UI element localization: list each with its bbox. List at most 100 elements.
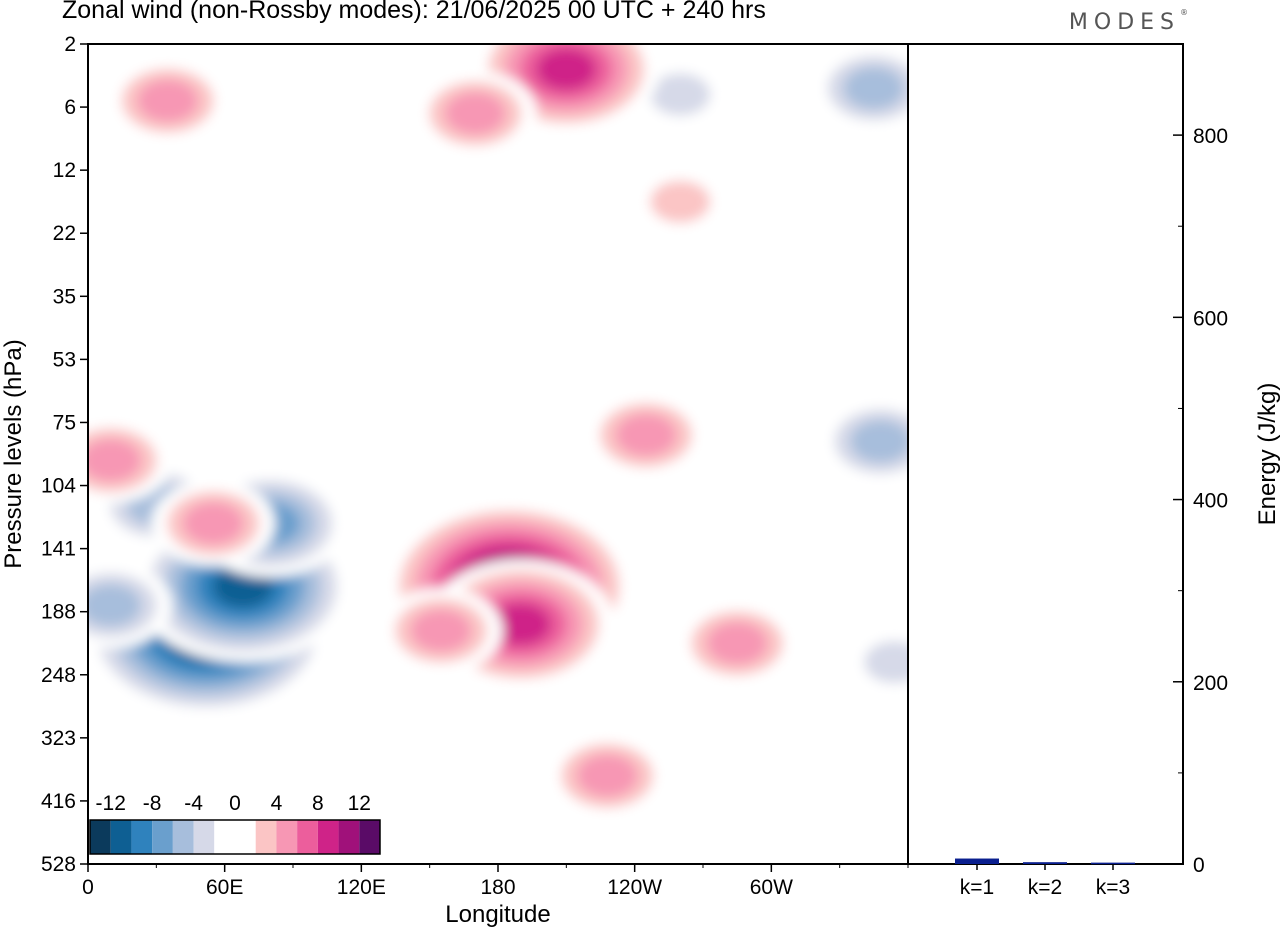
colorbar-cell	[193, 820, 215, 854]
contour-band	[707, 622, 768, 665]
contour-band	[445, 92, 506, 135]
x-tick-label: 180	[480, 876, 515, 899]
contour-band	[536, 48, 597, 91]
colorbar-cell	[255, 820, 277, 854]
colorbar-cell	[317, 820, 339, 854]
contour-feature	[584, 392, 709, 479]
heatmap-field	[88, 44, 908, 864]
contour-band	[103, 180, 164, 223]
y-tick-label: 35	[53, 285, 76, 308]
colorbar-label: -4	[184, 792, 203, 815]
colorbar-cell	[172, 820, 194, 854]
y-tick-label: 75	[53, 411, 76, 434]
contour-feature	[105, 57, 230, 144]
colorbar-cell	[297, 820, 318, 854]
contour-feature	[103, 180, 164, 223]
contour-band	[137, 79, 198, 122]
energy-bar-label: k=2	[1028, 876, 1062, 899]
energy-tick-label: 0	[1193, 854, 1205, 877]
colorbar-cell	[235, 820, 256, 854]
x-tick-label: 120E	[337, 876, 386, 899]
x-tick-label: 60W	[750, 876, 793, 899]
x-tick-label: 60E	[206, 876, 243, 899]
colorbar-label: -8	[143, 792, 162, 815]
heatmap-axes: 0 60E 120E 180 120W 60W 2 6 12 22 35 53 75 104 141 188 2…	[41, 33, 909, 899]
energy-bar-label: k=1	[960, 876, 994, 899]
contour-feature	[445, 149, 506, 192]
contour-band	[422, 811, 483, 854]
colorbar-cell	[214, 820, 235, 854]
contour-band	[88, 439, 141, 482]
contour-band	[577, 754, 638, 797]
contour-band	[850, 420, 908, 463]
contour-feature	[379, 587, 504, 674]
energy-bar-label: k=3	[1096, 876, 1130, 899]
colorbar-cell	[338, 820, 360, 854]
colorbar-cell	[276, 820, 298, 854]
energy-bar	[1091, 862, 1135, 865]
contour-feature	[413, 70, 538, 157]
energy-bar	[1023, 862, 1067, 864]
colorbar-cell	[110, 820, 132, 854]
contour-feature	[88, 417, 173, 504]
colorbar-label: 12	[348, 792, 371, 815]
contour-feature	[472, 44, 661, 135]
brand-logo: MODES®	[1068, 8, 1188, 35]
contour-band	[843, 67, 904, 110]
contour-feature	[811, 45, 908, 132]
energy-tick-label: 600	[1193, 307, 1228, 330]
x-axis-title: Longitude	[445, 901, 550, 928]
y-tick-label: 22	[53, 222, 76, 245]
y-tick-label: 528	[41, 853, 76, 876]
y-tick-label: 104	[41, 475, 76, 498]
energy-axes: 0 200 400 600 800	[976, 125, 1228, 877]
contour-band	[650, 180, 711, 223]
contour-feature	[634, 62, 727, 127]
contour-feature	[818, 398, 908, 485]
contour-band	[616, 414, 677, 457]
contour-feature	[151, 480, 276, 567]
colorbar-cell	[131, 820, 153, 854]
y-tick-label: 53	[53, 348, 76, 371]
contour-feature	[319, 685, 380, 728]
colorbar-cell	[359, 820, 380, 854]
energy-tick-label: 200	[1193, 672, 1228, 695]
heatmap-contours	[88, 44, 908, 864]
contour-band	[445, 149, 506, 192]
y-tick-label: 6	[64, 96, 76, 119]
y-axis-title: Pressure levels (hPa)	[0, 339, 27, 568]
energy-tick-label: 800	[1193, 125, 1228, 148]
contour-feature	[545, 732, 670, 819]
contour-band	[183, 502, 244, 545]
x-tick-label: 0	[82, 876, 94, 899]
contour-band	[319, 685, 380, 728]
y-tick-label: 188	[41, 601, 76, 624]
colorbar-frame	[89, 819, 381, 855]
energy-plot-frame	[907, 43, 1184, 865]
colorbar-label: -12	[96, 792, 126, 815]
contour-band	[864, 641, 908, 684]
contour-feature	[675, 600, 800, 687]
y-tick-label: 12	[53, 159, 76, 182]
contour-band	[490, 603, 551, 646]
contour-feature	[634, 169, 727, 234]
y-tick-label: 323	[41, 727, 76, 750]
chart-title: Zonal wind (non-Rossby modes): 21/06/202…	[62, 0, 766, 24]
colorbar: -12 -8 -4 0 4 8 12	[89, 792, 381, 855]
y-tick-label: 416	[41, 790, 76, 813]
energy-axis-title: Energy (J/kg)	[1254, 383, 1280, 526]
contour-feature	[422, 811, 483, 854]
x-tick-label: 120W	[607, 876, 662, 899]
energy-tick-label: 400	[1193, 490, 1228, 513]
contour-feature	[848, 630, 908, 695]
contour-band	[88, 584, 141, 627]
colorbar-label: 8	[312, 792, 324, 815]
energy-bar	[955, 858, 999, 864]
colorbar-cell	[152, 820, 173, 854]
y-tick-label: 141	[41, 538, 76, 561]
y-tick-label: 2	[64, 33, 76, 56]
contour-feature	[88, 562, 173, 649]
colorbar-cell	[90, 820, 111, 854]
colorbar-label: 4	[271, 792, 283, 815]
